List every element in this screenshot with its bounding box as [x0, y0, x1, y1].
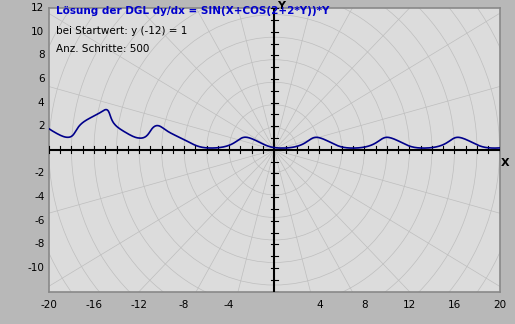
Text: -2: -2	[34, 168, 44, 179]
Text: 6: 6	[38, 74, 44, 84]
Text: X: X	[501, 158, 509, 168]
Text: 2: 2	[38, 121, 44, 131]
Text: 20: 20	[493, 300, 506, 310]
Text: -20: -20	[41, 300, 57, 310]
Text: -8: -8	[34, 239, 44, 249]
Text: Lösung der DGL dy/dx = SIN(X+COS(2+2*Y))*Y: Lösung der DGL dy/dx = SIN(X+COS(2+2*Y))…	[56, 6, 329, 16]
Text: 8: 8	[361, 300, 368, 310]
Text: Anz. Schritte: 500: Anz. Schritte: 500	[56, 44, 149, 54]
Text: -8: -8	[179, 300, 190, 310]
Text: 4: 4	[316, 300, 322, 310]
Text: -12: -12	[130, 300, 148, 310]
Text: 4: 4	[38, 98, 44, 108]
Text: 12: 12	[31, 3, 44, 13]
Text: 12: 12	[403, 300, 416, 310]
Text: 16: 16	[448, 300, 461, 310]
Text: 10: 10	[31, 27, 44, 37]
Text: Y: Y	[277, 1, 285, 11]
Text: bei Startwert: y (-12) = 1: bei Startwert: y (-12) = 1	[56, 26, 187, 36]
Text: -16: -16	[85, 300, 102, 310]
Text: -4: -4	[34, 192, 44, 202]
Text: -4: -4	[224, 300, 234, 310]
Text: 8: 8	[38, 50, 44, 60]
Text: -10: -10	[27, 263, 44, 273]
Text: -6: -6	[34, 216, 44, 226]
